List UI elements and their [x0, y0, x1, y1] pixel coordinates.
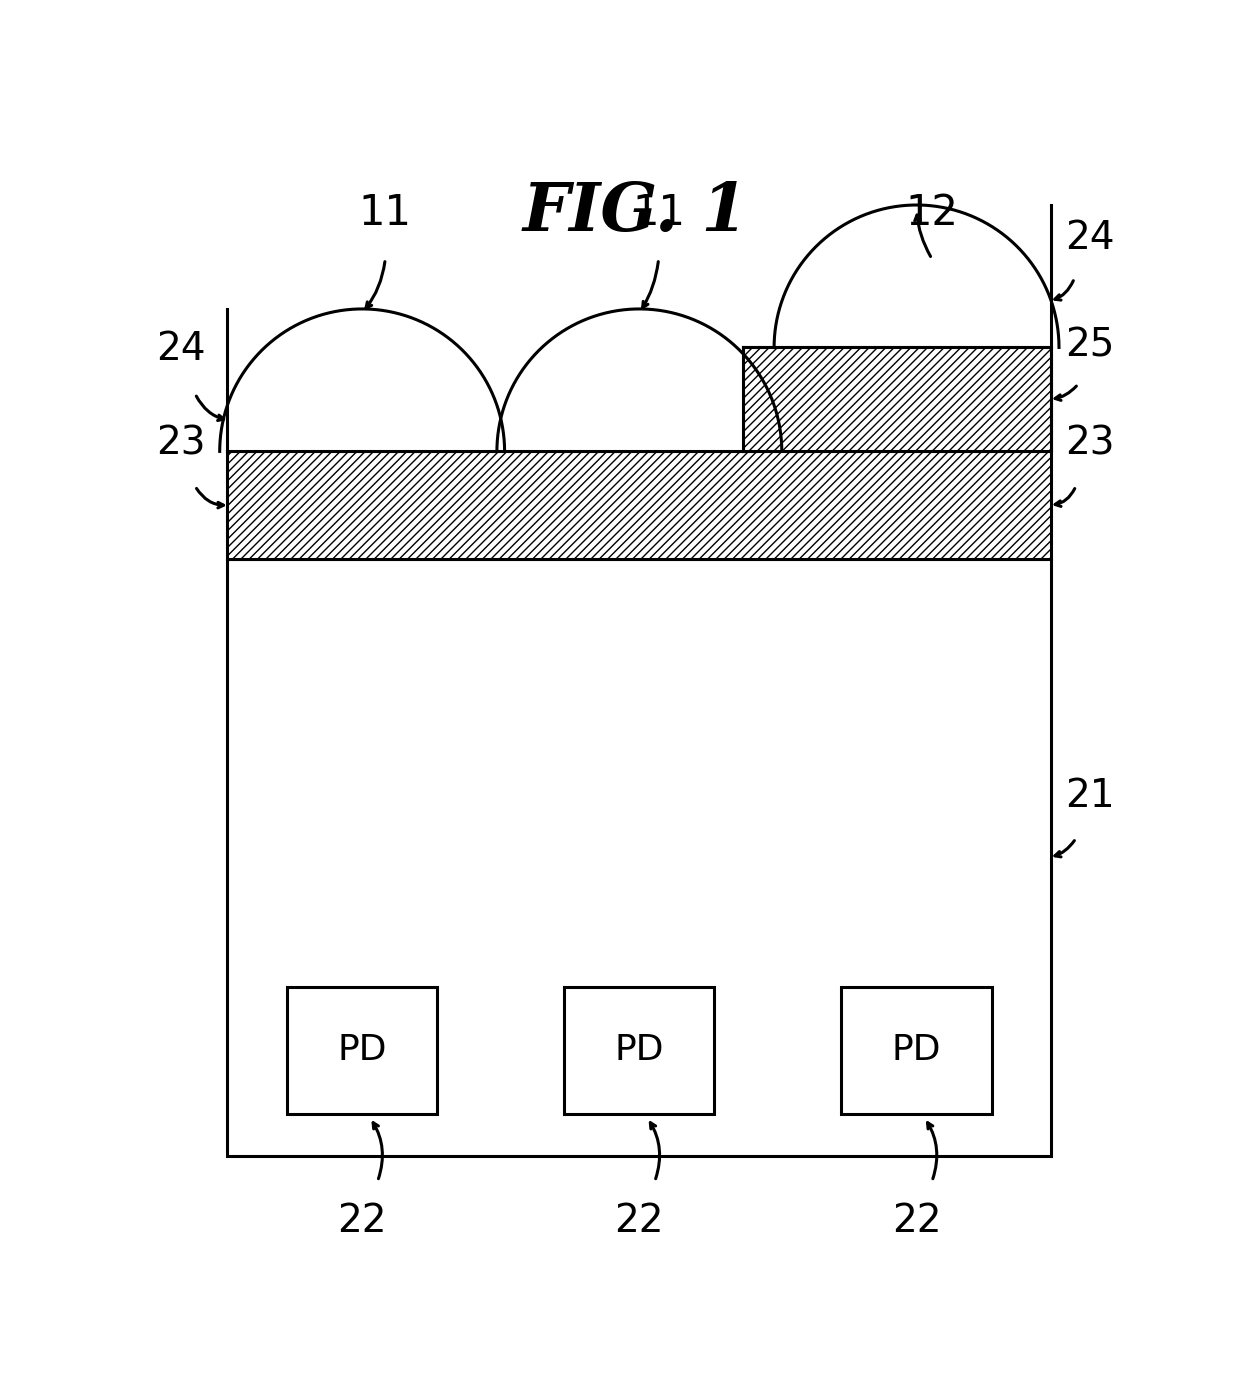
Text: 24: 24	[156, 330, 206, 369]
Text: FIG. 1: FIG. 1	[522, 180, 749, 246]
Text: 22: 22	[892, 1201, 941, 1240]
Text: PD: PD	[892, 1033, 941, 1068]
Text: 22: 22	[337, 1201, 387, 1240]
Text: PD: PD	[337, 1033, 387, 1068]
Bar	[227, 452, 1052, 559]
Text: 23: 23	[156, 425, 206, 463]
Text: 23: 23	[1065, 425, 1115, 463]
Text: 22: 22	[615, 1201, 665, 1240]
Text: 24: 24	[1065, 218, 1115, 257]
Bar	[227, 559, 1052, 1156]
Text: 25: 25	[1065, 327, 1115, 365]
Text: 11: 11	[358, 192, 412, 235]
Text: PD: PD	[615, 1033, 665, 1068]
Bar	[743, 348, 1052, 452]
Bar	[227, 348, 743, 452]
Text: 11: 11	[632, 192, 684, 235]
Bar	[564, 986, 714, 1113]
Bar	[288, 986, 438, 1113]
Text: 12: 12	[905, 192, 959, 235]
Bar	[842, 986, 992, 1113]
Text: 21: 21	[1065, 778, 1115, 815]
